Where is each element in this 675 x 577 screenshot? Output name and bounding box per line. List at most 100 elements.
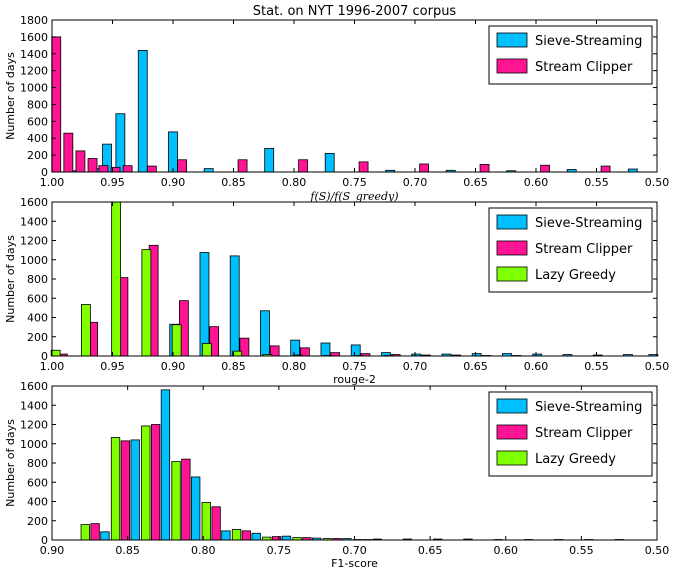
- y-tick-label: 1000: [20, 82, 48, 95]
- x-tick-label: 0.50: [645, 360, 670, 373]
- bar-sieve: [137, 50, 148, 173]
- y-axis-label: Number of days: [4, 52, 17, 140]
- bar-sieve: [221, 530, 231, 541]
- x-tick-label: 0.50: [645, 544, 670, 557]
- bar-sieve: [160, 389, 171, 541]
- bar-lazy: [141, 425, 151, 541]
- x-tick-label: 0.55: [569, 544, 594, 557]
- bar-clipper: [479, 163, 490, 173]
- bar-clipper: [241, 530, 252, 541]
- bar-sieve: [264, 147, 275, 173]
- bar-sieve: [199, 252, 210, 357]
- bar-sieve: [191, 476, 201, 541]
- bar-lazy: [80, 304, 91, 357]
- x-tick-label: 0.75: [342, 360, 367, 373]
- y-tick-label: 600: [27, 292, 48, 305]
- bar-sieve: [100, 531, 110, 541]
- bar-clipper: [298, 159, 308, 173]
- bar-lazy: [231, 529, 242, 541]
- bar-sieve: [203, 168, 214, 173]
- subplot-3: 0.90 0.85 0.80 0.75 0.70 0.65 0.60 0.55 0.50 0 200…: [4, 380, 669, 570]
- y-tick-label: 0: [41, 534, 48, 547]
- x-tick-label: 0.90: [161, 360, 186, 373]
- legend: Sieve-Streaming Stream Clipper Lazy Greedy: [488, 207, 653, 293]
- legend: Sieve-Streaming Stream Clipper Lazy Greedy: [488, 391, 653, 477]
- x-tick-label: 0.85: [221, 360, 246, 373]
- bar-clipper: [237, 159, 248, 173]
- x-tick-label: 0.85: [115, 544, 140, 557]
- x-tick-label: 0.80: [191, 544, 216, 557]
- bar-lazy: [201, 502, 211, 541]
- x-tick-label: 0.55: [584, 360, 609, 373]
- x-tick-label: 0.85: [221, 176, 246, 189]
- y-tick-label: 1200: [20, 235, 48, 248]
- legend-entry: Sieve-Streaming: [535, 216, 642, 231]
- bar-clipper: [177, 159, 187, 173]
- bar-sieve: [260, 310, 270, 357]
- legend-entry: Sieve-Streaming: [535, 400, 642, 415]
- x-tick-label: 0.60: [494, 544, 519, 557]
- bar-lazy: [80, 524, 90, 541]
- legend-swatch-clipper: [496, 240, 528, 256]
- legend-entry: Lazy Greedy: [535, 268, 616, 283]
- bar-sieve: [251, 532, 261, 541]
- bar-clipper: [120, 440, 131, 541]
- bar-sieve: [229, 255, 240, 357]
- bar-lazy: [111, 201, 122, 357]
- y-tick-label: 200: [27, 515, 48, 528]
- bar-clipper: [63, 132, 74, 173]
- x-tick-label: 0.80: [282, 360, 307, 373]
- y-tick-label: 1400: [20, 215, 48, 228]
- legend: Sieve-Streaming Stream Clipper: [488, 25, 653, 85]
- y-tick-label: 0: [41, 350, 48, 363]
- y-tick-label: 1000: [20, 254, 48, 267]
- y-tick-label: 800: [27, 98, 48, 111]
- y-tick-label: 0: [41, 166, 48, 179]
- bar-sieve: [168, 131, 178, 173]
- bar-sieve: [115, 113, 126, 173]
- bar-lazy: [110, 437, 121, 541]
- x-tick-label: 0.65: [463, 176, 488, 189]
- legend-entry: Stream Clipper: [535, 242, 633, 257]
- x-tick-label: 0.60: [524, 360, 549, 373]
- x-tick-label: 0.70: [403, 176, 428, 189]
- bar-sieve: [320, 342, 331, 357]
- x-tick-label: 0.75: [342, 176, 367, 189]
- bar-clipper: [358, 161, 369, 173]
- y-tick-label: 1200: [20, 65, 48, 78]
- bar-clipper: [540, 164, 550, 173]
- x-tick-label: 0.80: [282, 176, 307, 189]
- x-tick-label: 1.00: [40, 360, 65, 373]
- y-tick-label: 1800: [20, 14, 48, 27]
- bar-sieve: [290, 339, 301, 357]
- y-tick-label: 1000: [20, 438, 48, 451]
- y-tick-label: 1600: [20, 31, 48, 44]
- y-tick-label: 1400: [20, 399, 48, 412]
- y-tick-label: 200: [27, 331, 48, 344]
- y-tick-label: 1600: [20, 196, 48, 209]
- bar-sieve: [324, 153, 335, 173]
- x-axis-label: F1-score: [331, 557, 378, 570]
- y-tick-label: 400: [27, 496, 48, 509]
- bar-clipper: [150, 424, 161, 541]
- y-tick-label: 1400: [20, 48, 48, 61]
- bar-lazy: [171, 461, 181, 541]
- x-axis-label: f(S)/f(S_greedy): [309, 190, 398, 203]
- x-tick-label: 0.60: [524, 176, 549, 189]
- y-tick-label: 800: [27, 457, 48, 470]
- x-axis-label: rouge-2: [333, 373, 376, 386]
- y-tick-label: 600: [27, 115, 48, 128]
- subplot-2: 1.00 0.95 0.90 0.85 0.80 0.75 0.70 0.65 0.60 0.55…: [4, 196, 669, 386]
- legend-swatch-lazy: [496, 266, 528, 282]
- bar-clipper: [90, 523, 100, 541]
- y-tick-label: 1200: [20, 419, 48, 432]
- legend-swatch-clipper: [496, 58, 528, 74]
- legend-swatch-sieve: [496, 32, 528, 48]
- x-tick-label: 0.65: [463, 360, 488, 373]
- legend-entry: Lazy Greedy: [535, 452, 616, 467]
- y-tick-label: 400: [27, 312, 48, 325]
- bar-clipper: [419, 163, 429, 173]
- legend-swatch-clipper: [496, 424, 528, 440]
- bar-clipper: [181, 458, 191, 541]
- y-tick-label: 600: [27, 476, 48, 489]
